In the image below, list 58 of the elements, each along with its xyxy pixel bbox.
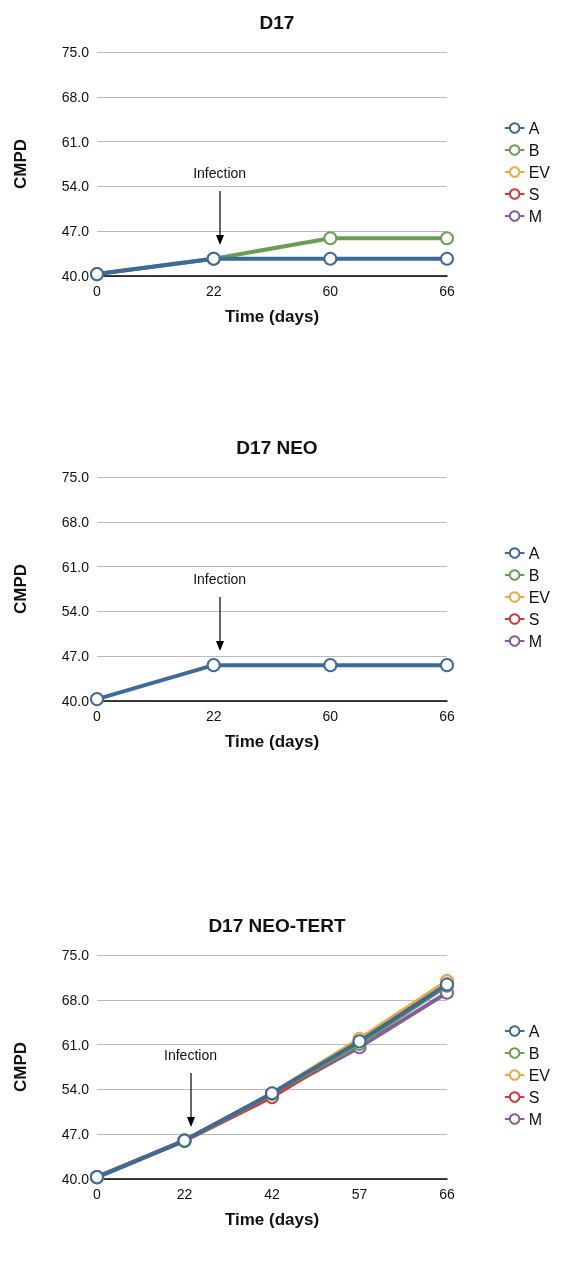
- legend-label: B: [528, 1044, 540, 1062]
- y-tick-label: 75.0: [61, 44, 90, 60]
- legend-label: A: [528, 1022, 540, 1040]
- y-tick-label: 61.0: [61, 1036, 90, 1053]
- legend-label: M: [528, 1110, 542, 1128]
- legend-label: S: [528, 185, 540, 203]
- x-axis-title: Time (days): [224, 1210, 320, 1229]
- chart-title: D17: [259, 12, 295, 33]
- legend-label: EV: [528, 1066, 551, 1084]
- chart-title: D17 NEO-TERT: [208, 915, 347, 936]
- x-tick-label: 60: [322, 283, 339, 299]
- x-axis-title: Time (days): [224, 732, 320, 751]
- y-tick-label: 54.0: [61, 603, 90, 620]
- annotation: Infection: [193, 164, 247, 181]
- annotation: Infection: [164, 1046, 217, 1063]
- x-tick-label: 22: [205, 708, 222, 724]
- y-tick-label: 47.0: [61, 648, 90, 665]
- y-axis-title: CMPD: [11, 563, 30, 615]
- x-tick-label: 66: [439, 283, 455, 299]
- annotation: Infection: [193, 571, 247, 588]
- y-tick-label: 75.0: [61, 947, 90, 963]
- y-tick-label: 47.0: [61, 223, 90, 240]
- x-tick-label: 57: [351, 1186, 368, 1202]
- y-tick-label: 68.0: [61, 88, 90, 105]
- y-tick-label: 40.0: [61, 1171, 90, 1187]
- y-tick-label: 61.0: [61, 133, 90, 150]
- y-tick-label: 54.0: [61, 1081, 90, 1098]
- legend-label: M: [528, 632, 542, 650]
- y-tick-label: 47.0: [61, 1126, 90, 1143]
- y-tick-label: 68.0: [61, 991, 90, 1008]
- y-tick-label: 40.0: [61, 268, 90, 284]
- x-tick-label: 66: [439, 708, 455, 724]
- x-axis-title: Time (days): [224, 307, 320, 326]
- chart-title: D17 NEO: [236, 437, 318, 458]
- x-tick-label: 0: [93, 283, 102, 299]
- x-tick-label: 22: [205, 283, 222, 299]
- y-tick-label: 54.0: [61, 178, 90, 195]
- legend-label: B: [528, 566, 540, 584]
- legend-label: EV: [528, 588, 551, 606]
- y-tick-label: 61.0: [61, 558, 90, 575]
- x-tick-label: 0: [93, 1186, 102, 1202]
- x-tick-label: 0: [93, 708, 102, 724]
- legend-label: S: [528, 610, 540, 628]
- y-axis-title: CMPD: [11, 1041, 30, 1093]
- legend-label: A: [528, 544, 540, 562]
- x-tick-label: 66: [439, 1186, 455, 1202]
- x-tick-label: 42: [264, 1186, 280, 1202]
- y-tick-label: 68.0: [61, 513, 90, 530]
- legend-label: A: [528, 119, 540, 137]
- legend-label: M: [528, 207, 542, 225]
- legend-label: EV: [528, 163, 551, 181]
- y-axis-title: CMPD: [11, 138, 30, 190]
- legend-label: B: [528, 141, 540, 159]
- y-tick-label: 40.0: [61, 693, 90, 709]
- x-tick-label: 60: [322, 708, 339, 724]
- legend-label: S: [528, 1088, 540, 1106]
- x-tick-label: 22: [176, 1186, 193, 1202]
- y-tick-label: 75.0: [61, 469, 90, 485]
